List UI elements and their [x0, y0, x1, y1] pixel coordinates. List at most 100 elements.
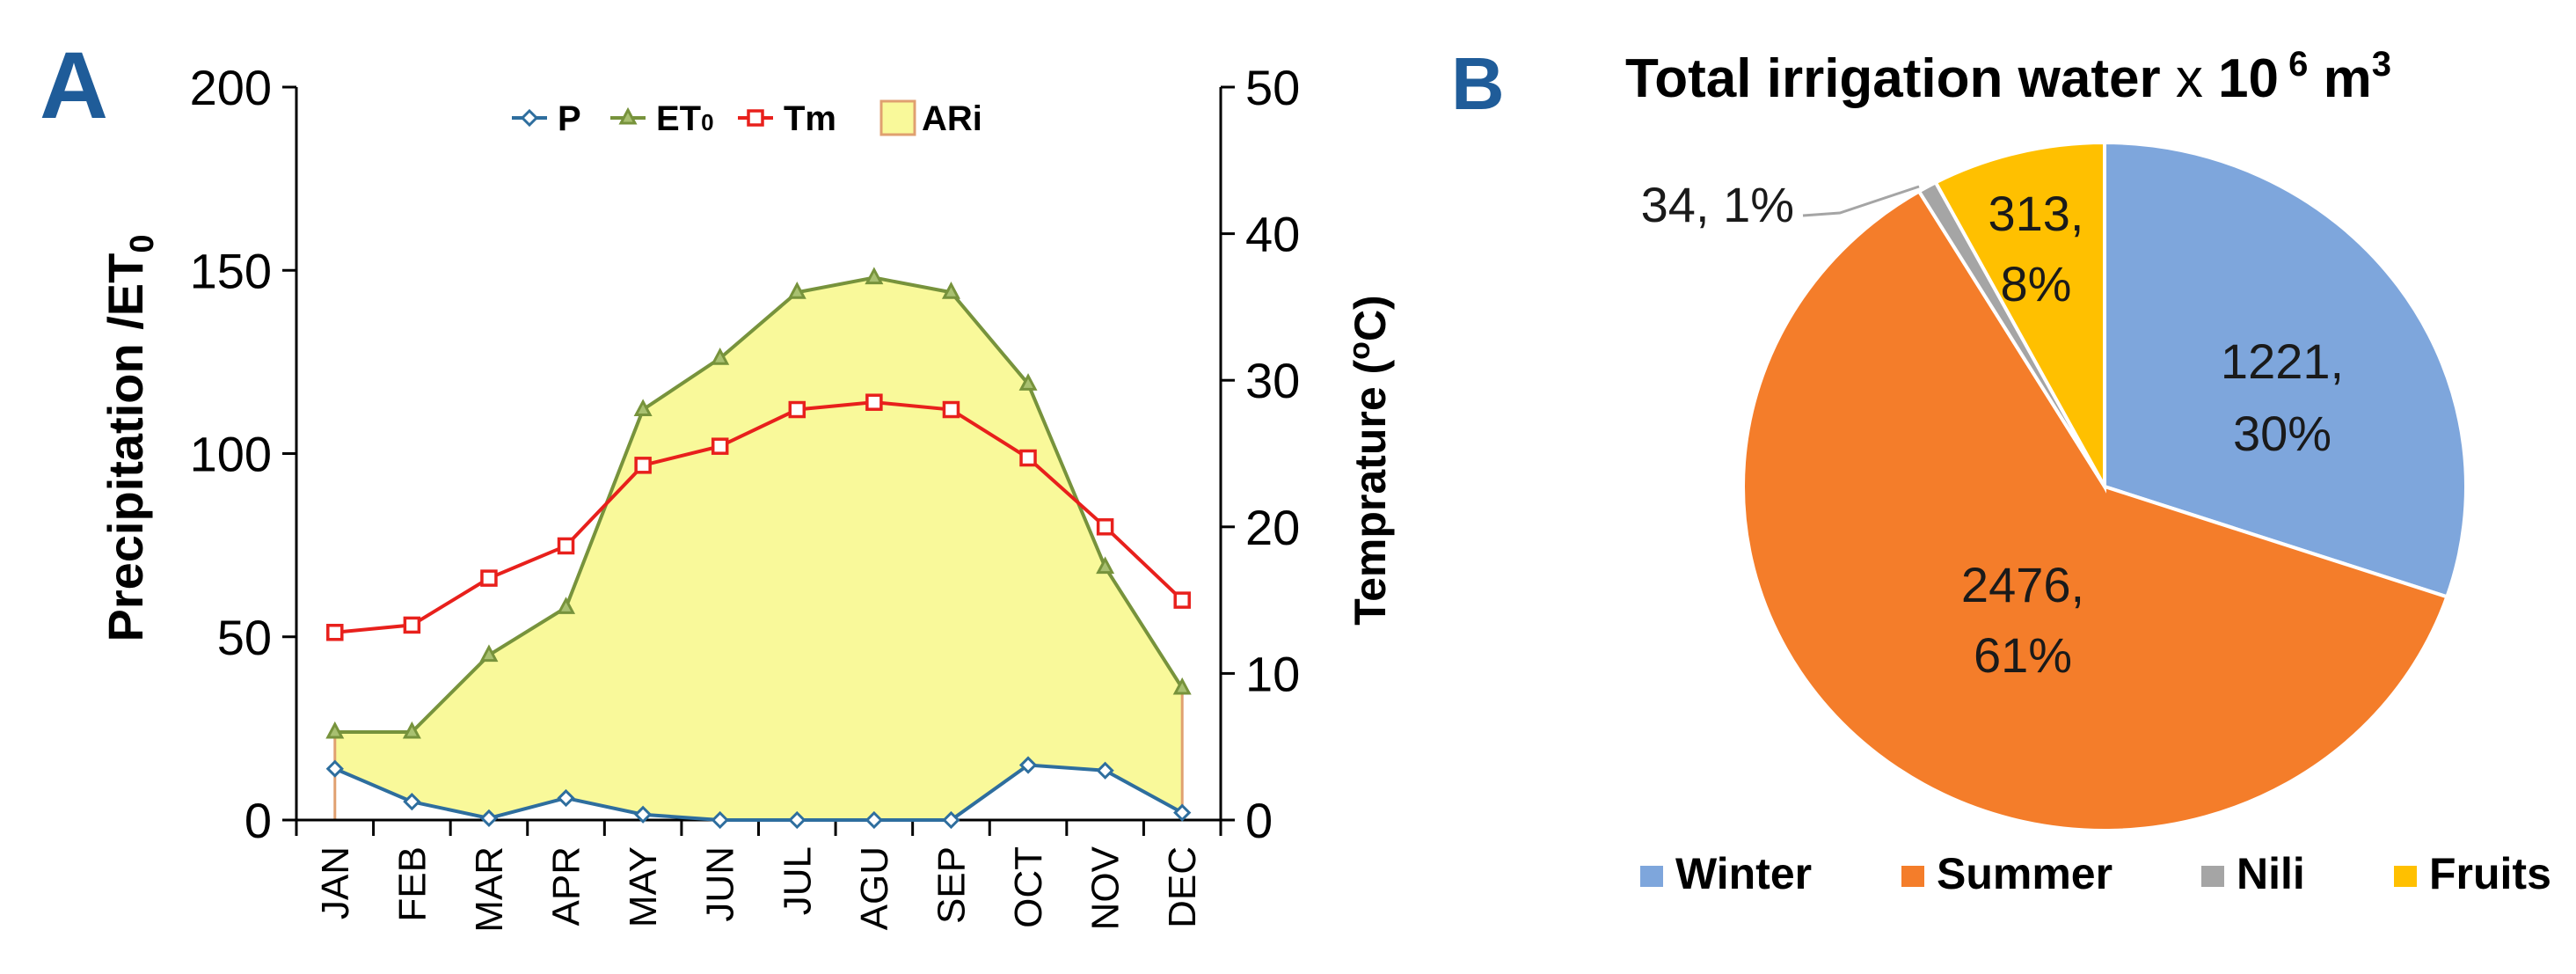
series-tm-point: [865, 393, 883, 411]
y2-tick-label: 40: [1245, 207, 1300, 262]
legend-fruits-swatch: [2394, 866, 2417, 887]
x-tick-label: OCT: [1007, 846, 1050, 928]
pie-slices: [1741, 140, 2469, 832]
series-p-line: [334, 763, 1184, 822]
series-et0: [325, 267, 1192, 739]
x-tick-label: AGU: [853, 846, 896, 930]
pie-label-summer-value: 2476,: [1961, 557, 2084, 612]
series-tm-point: [557, 537, 575, 555]
series-et0-point: [711, 348, 730, 365]
series-et0-point: [1096, 556, 1115, 575]
legend-ari-label: ARi: [922, 99, 982, 138]
x-tick-label: SEP: [930, 846, 973, 924]
y2-tick-label: 0: [1245, 793, 1273, 848]
pie-labels: 1221, 30% 2476, 61% 313, 8% 34, 1%: [1641, 177, 2344, 683]
legend-ari-swatch: [879, 99, 916, 136]
series-et0-point: [865, 267, 884, 285]
legend: P ET0 Tm ARi: [512, 99, 982, 138]
y2-tick-label: 30: [1245, 353, 1300, 408]
axes: 0 50 100 150 200 0 10 20 30 40 50 JAN FEB MAR APR MAY JU…: [190, 60, 1301, 933]
ari-area-group: [333, 277, 1184, 821]
series-tm-point: [1173, 591, 1191, 609]
pie-legend: Winter Summer Nili Fruits: [1640, 849, 2551, 898]
series-et0-point: [633, 399, 653, 417]
pie-title-unit: m: [2308, 48, 2371, 109]
series-p-point: [788, 810, 806, 830]
y2-axis-title-main: Temprature (: [1346, 359, 1395, 625]
series-tm-point: [788, 400, 806, 419]
pie-label-winter-percent: 30%: [2233, 406, 2332, 461]
pie-label-nili: 34, 1%: [1641, 177, 1794, 232]
series-p: [325, 756, 1192, 830]
x-tick-label: APR: [545, 846, 588, 926]
y2-axis-title-sup: o: [1343, 341, 1376, 360]
series-group: [325, 267, 1192, 830]
y-axis-title-main: Precipitation /ET: [98, 253, 153, 642]
panel-label-a: A: [40, 32, 108, 138]
series-p-point: [403, 793, 421, 811]
y-tick-label: 50: [217, 610, 272, 665]
legend-tm-label: Tm: [784, 99, 836, 138]
series-p-point: [325, 759, 344, 778]
pie-title-unit-exp: 3: [2372, 45, 2391, 84]
series-tm-point: [1019, 449, 1037, 467]
pie-chart: Total irrigation water x 10 6 m3 1221, 30…: [1625, 45, 2551, 898]
y-axis-title: Precipitation /ET0: [98, 235, 161, 642]
legend-et0-marker: [618, 106, 638, 125]
legend-et0-label-sub: 0: [701, 109, 713, 135]
series-tm-point: [403, 616, 421, 634]
pie-slice-summer: [1741, 188, 2449, 832]
series-tm-point: [1096, 518, 1114, 536]
x-tick-label: JUN: [699, 846, 742, 922]
y-axis-title-sub: 0: [124, 235, 161, 253]
legend-nili-label: Nili: [2237, 849, 2305, 898]
series-p-point: [1018, 756, 1038, 774]
series-tm-line: [334, 400, 1184, 634]
y2-tick-label: 20: [1245, 500, 1300, 555]
legend-p-marker: [520, 108, 539, 128]
series-et0-point: [1018, 373, 1038, 391]
series-tm-point: [326, 624, 344, 641]
series-et0-point: [402, 721, 421, 739]
y2-axis-title: Temprature (oC): [1343, 295, 1395, 625]
pie-leader-line-nili: [1802, 185, 1920, 217]
pie-label-summer-percent: 61%: [1974, 627, 2072, 683]
y-tick-label: 100: [190, 427, 272, 482]
x-tick-label: JAN: [314, 846, 357, 919]
pie-slice-winter: [2103, 140, 2469, 599]
y-tick-label: 150: [190, 243, 272, 298]
panel-label-b: B: [1451, 42, 1505, 125]
series-p-point: [479, 809, 499, 828]
x-tick-label: FEB: [390, 846, 434, 922]
series-p-point: [942, 810, 960, 830]
series-tm: [326, 393, 1191, 641]
legend-tm-marker: [747, 109, 764, 127]
legend-fruits-label: Fruits: [2429, 849, 2551, 898]
legend-et0-label: ET0: [656, 99, 714, 138]
pie-title: Total irrigation water x 10 6 m3: [1625, 45, 2391, 109]
ari-area: [334, 277, 1183, 821]
x-tick-label: MAY: [622, 846, 665, 927]
legend-summer-label: Summer: [1937, 849, 2113, 898]
series-p-point: [1173, 803, 1192, 822]
series-et0-point: [941, 282, 960, 299]
series-et0-point: [479, 644, 499, 663]
pie-title-main: Total irrigation water: [1625, 48, 2161, 109]
series-et0-point: [325, 721, 345, 739]
y-tick-label: 0: [244, 793, 272, 848]
y2-tick-label: 10: [1245, 646, 1300, 701]
series-tm-point: [711, 437, 729, 455]
series-p-point: [557, 788, 575, 808]
y2-tick-label: 50: [1245, 60, 1300, 115]
pie-title-ten: 10: [2218, 48, 2279, 109]
legend-winter-label: Winter: [1675, 849, 1812, 898]
legend-p-label: P: [558, 99, 581, 138]
pie-slice-fruits: [1933, 140, 2106, 494]
x-tick-label: JUL: [776, 846, 819, 915]
series-p-point: [865, 810, 884, 830]
series-et0-point: [787, 282, 806, 299]
x-tick-label: DEC: [1161, 846, 1204, 928]
series-tm-point: [942, 400, 960, 419]
series-et0-point: [557, 597, 576, 614]
